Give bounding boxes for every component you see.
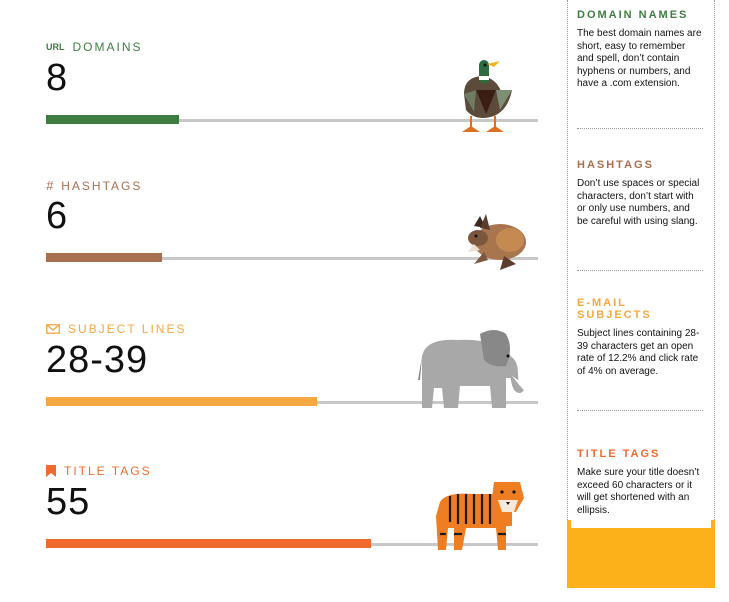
divider (577, 270, 703, 271)
sidebar-base-notch (571, 520, 711, 528)
sidebar-box: DOMAIN NAMES The best domain names are s… (567, 0, 715, 520)
stat-row-subject-lines: SUBJECT LINES 28-39 (46, 322, 538, 452)
tip-title: HASHTAGS (577, 159, 654, 171)
stat-value-title-tags: 55 (46, 481, 91, 523)
stat-label-title-tags: TITLE TAGS (46, 464, 152, 478)
tip-text: Don’t use spaces or special characters, … (577, 178, 700, 227)
tip-text: The best domain names are short, easy to… (577, 28, 702, 89)
tip-text: Make sure your title doesn’t exceed 60 c… (577, 467, 700, 516)
stat-label-text: HASHTAGS (61, 178, 143, 193)
bookmark-icon (46, 465, 56, 477)
envelope-icon (46, 324, 60, 334)
hash-icon: # (46, 178, 54, 193)
stat-label-text: TITLE TAGS (64, 464, 152, 478)
tip-title-tags: TITLE TAGS Make sure your title doesn’t … (577, 448, 703, 517)
tip-domain-names: DOMAIN NAMES The best domain names are s… (577, 9, 703, 91)
progress-track (46, 119, 538, 122)
url-text-icon: URL (46, 42, 65, 52)
divider (577, 128, 703, 129)
tip-email-subjects: E-MAIL SUBJECTS Subject lines containing… (577, 297, 703, 378)
tip-hashtags: HASHTAGS Don’t use spaces or special cha… (577, 159, 703, 228)
elephant-illustration (418, 330, 524, 408)
tip-title: E-MAIL SUBJECTS (577, 297, 652, 321)
stat-value-subject-lines: 28-39 (46, 339, 149, 381)
stat-label-domains: URL DOMAINS (46, 40, 143, 54)
stat-value-domains: 8 (46, 57, 69, 99)
stat-label-text: SUBJECT LINES (68, 322, 187, 336)
progress-fill-domains (46, 115, 179, 124)
stat-label-text: DOMAINS (72, 40, 143, 54)
tip-title: TITLE TAGS (577, 448, 661, 460)
rabbit-illustration (468, 214, 526, 270)
progress-fill-title-tags (46, 539, 371, 548)
duck-illustration (462, 60, 512, 132)
tiger-illustration (436, 482, 524, 550)
stat-label-subject-lines: SUBJECT LINES (46, 322, 186, 336)
progress-track (46, 257, 538, 260)
sidebar-base-bar (567, 520, 715, 588)
stat-row-title-tags: TITLE TAGS 55 (46, 464, 538, 594)
tip-title: DOMAIN NAMES (577, 9, 689, 21)
sidebar-tips: DOMAIN NAMES The best domain names are s… (567, 0, 715, 590)
stat-value-hashtags: 6 (46, 195, 69, 237)
tip-text: Subject lines containing 28-39 character… (577, 328, 700, 377)
progress-fill-hashtags (46, 253, 162, 262)
progress-fill-subject-lines (46, 397, 317, 406)
stat-row-domains: URL DOMAINS 8 (46, 40, 538, 170)
stat-row-hashtags: # HASHTAGS 6 (46, 178, 538, 308)
stat-label-hashtags: # HASHTAGS (46, 178, 142, 193)
divider (577, 410, 703, 411)
